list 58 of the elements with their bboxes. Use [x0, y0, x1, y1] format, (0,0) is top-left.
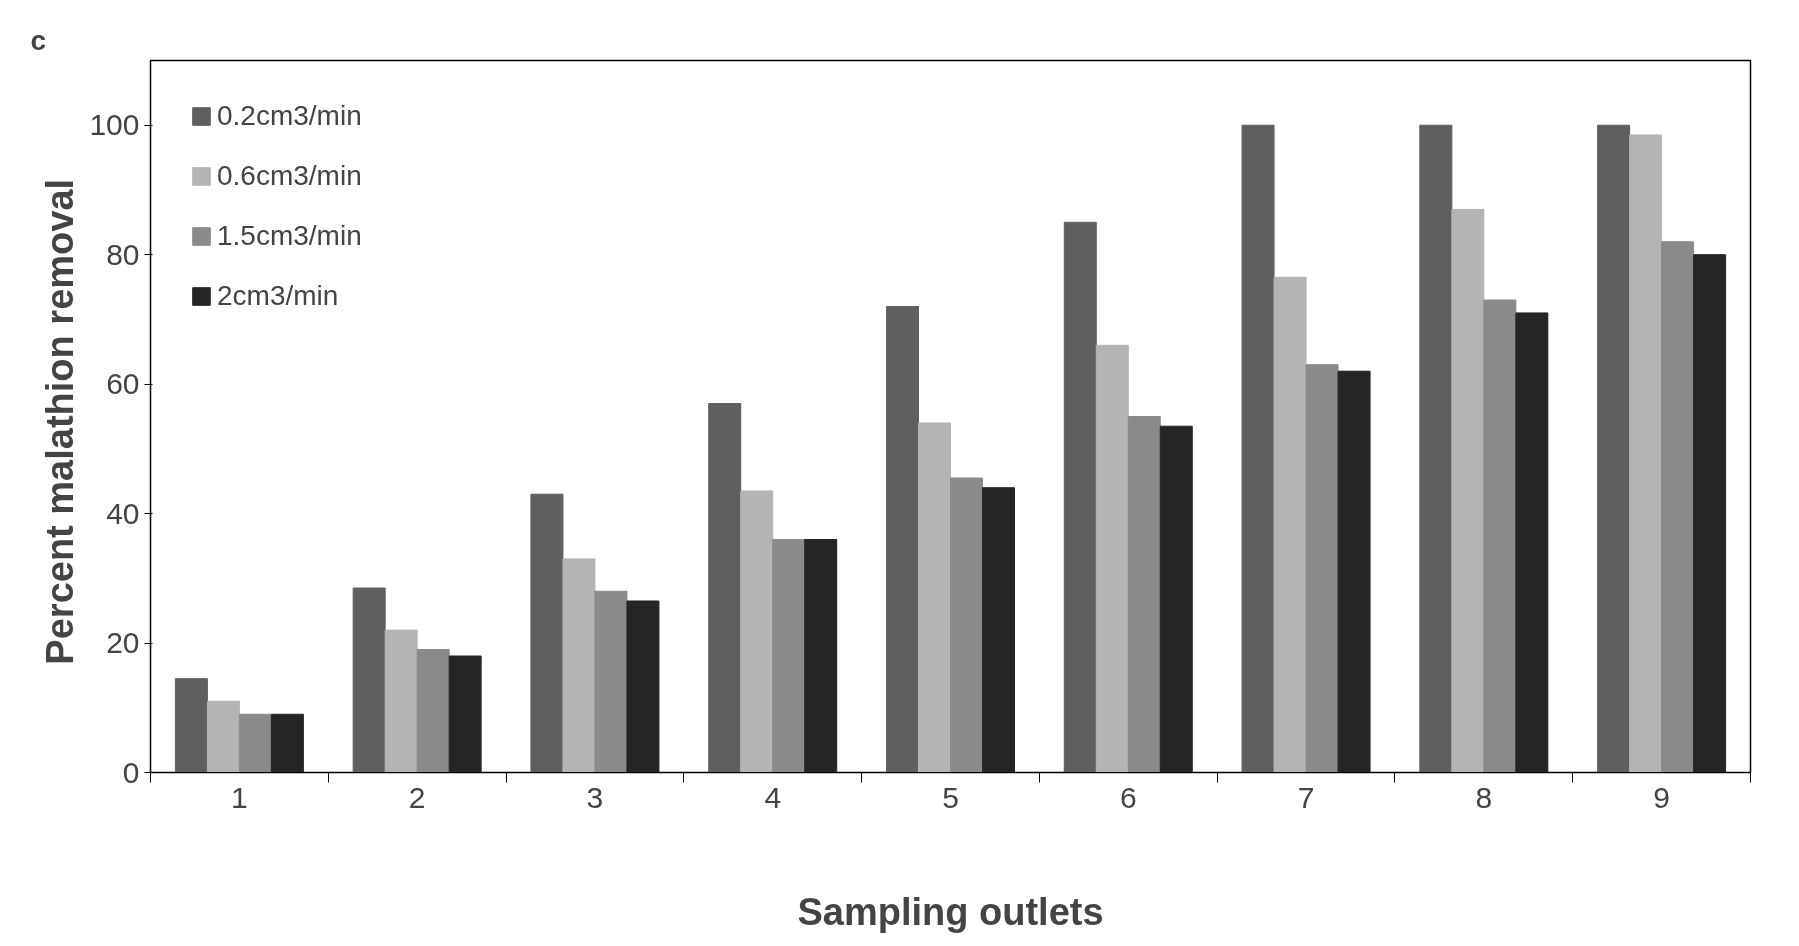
legend-label: 0.2cm3/min [217, 100, 362, 132]
bar [1483, 299, 1517, 773]
bar [530, 493, 564, 773]
bar [1305, 364, 1339, 773]
x-tick-label: 4 [764, 780, 782, 814]
bar [384, 629, 418, 773]
bar [950, 477, 983, 773]
bar [1693, 254, 1727, 773]
x-tick-label: 6 [1119, 780, 1137, 814]
bar [1063, 221, 1097, 773]
bar [174, 678, 208, 773]
bar [448, 655, 482, 773]
bar [1273, 276, 1307, 773]
x-tick-label: 5 [942, 780, 959, 814]
y-tick-label: 40 [106, 496, 140, 530]
bar [416, 649, 450, 773]
y-tick-label: 80 [106, 237, 140, 271]
bar [708, 403, 742, 773]
y-tick-label: 60 [106, 367, 140, 401]
y-tick-label: 100 [89, 108, 140, 142]
bar [1159, 425, 1193, 773]
y-axis-title: Percent malathion removal [39, 178, 82, 665]
bar [1629, 134, 1663, 773]
bar [772, 538, 806, 773]
legend-label: 2cm3/min [217, 280, 339, 312]
x-tick-label: 7 [1297, 780, 1315, 814]
bar [206, 700, 240, 773]
bar [740, 490, 774, 773]
legend-label: 0.6cm3/min [217, 160, 362, 192]
bar [270, 713, 304, 773]
bar [918, 422, 951, 773]
bar [594, 590, 628, 773]
y-tick-label: 0 [122, 755, 140, 789]
bar [238, 713, 272, 773]
bar [1127, 416, 1161, 773]
y-tick-label: 20 [106, 626, 140, 660]
legend-label: 1.5cm3/min [217, 220, 362, 252]
bar [1451, 208, 1485, 773]
bar [562, 558, 596, 773]
x-axis-title: Sampling outlets [797, 890, 1104, 933]
x-tick-label: 1 [231, 780, 248, 814]
bar [1419, 124, 1453, 773]
bar [1241, 124, 1275, 773]
bar [1661, 241, 1695, 773]
bar [626, 600, 660, 773]
bar [1515, 312, 1549, 773]
x-tick-label: 9 [1653, 780, 1670, 814]
x-tick-label: 8 [1475, 780, 1493, 814]
bar [1337, 370, 1371, 773]
x-tick-label: 3 [586, 780, 604, 814]
x-tick-label: 2 [408, 780, 426, 814]
bar [982, 487, 1015, 773]
bar [804, 538, 838, 773]
bar [886, 305, 919, 773]
bar [1095, 344, 1129, 773]
text: c [30, 24, 47, 56]
bar [1597, 124, 1631, 773]
bar [352, 587, 386, 773]
